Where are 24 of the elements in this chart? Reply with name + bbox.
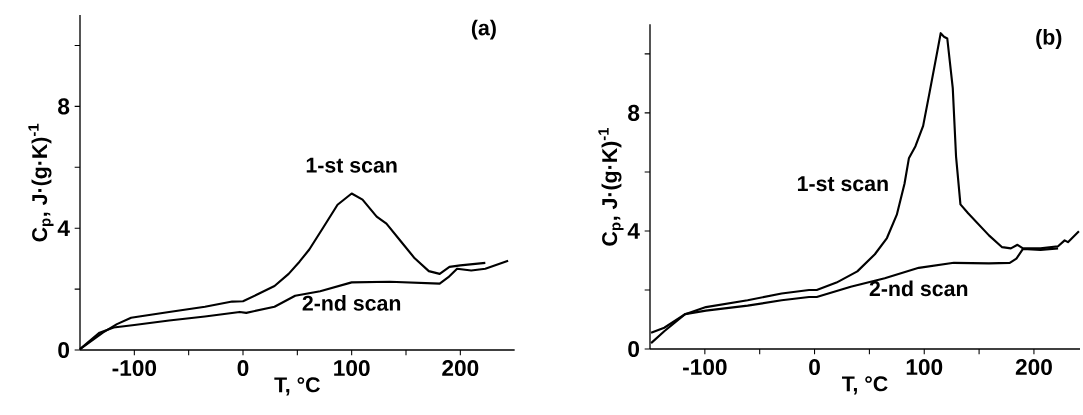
- x-tick-label: 0: [237, 360, 249, 377]
- y-tick-label: 0: [58, 341, 70, 359]
- y-tick-label: 8: [58, 98, 70, 115]
- x-tick-label: 200: [1015, 359, 1052, 376]
- x-tick-label: 100: [906, 359, 943, 376]
- series-label: 2-nd scan: [869, 280, 968, 297]
- y-tick-label: 8: [628, 104, 640, 121]
- y-tick-label: 4: [627, 223, 640, 239]
- y-axis-title: C$_{p}$, J·(g·K)$^{-1}$: [28, 123, 54, 242]
- series-label: 1-st scan: [306, 157, 397, 173]
- x-axis-title: T, °C: [274, 377, 320, 396]
- x-tick-label: -100: [112, 360, 157, 377]
- x-tick-label: 200: [442, 360, 479, 377]
- chart-title: (b): [1036, 29, 1062, 49]
- x-tick-label: 100: [334, 360, 370, 377]
- y-tick-label: 0: [628, 340, 640, 358]
- x-tick-label: 0: [809, 359, 820, 376]
- x-tick-label: -100: [683, 359, 727, 376]
- y-tick-label: 4: [57, 220, 70, 236]
- x-axis-title: T, °C: [842, 376, 888, 395]
- series-label: 2-nd scan: [302, 295, 401, 311]
- y-axis-title: C$_{p}$, J·(g·K)$^{-1}$: [598, 127, 624, 246]
- series-label: 1-st scan: [797, 176, 888, 192]
- chart-title: (a): [471, 19, 496, 40]
